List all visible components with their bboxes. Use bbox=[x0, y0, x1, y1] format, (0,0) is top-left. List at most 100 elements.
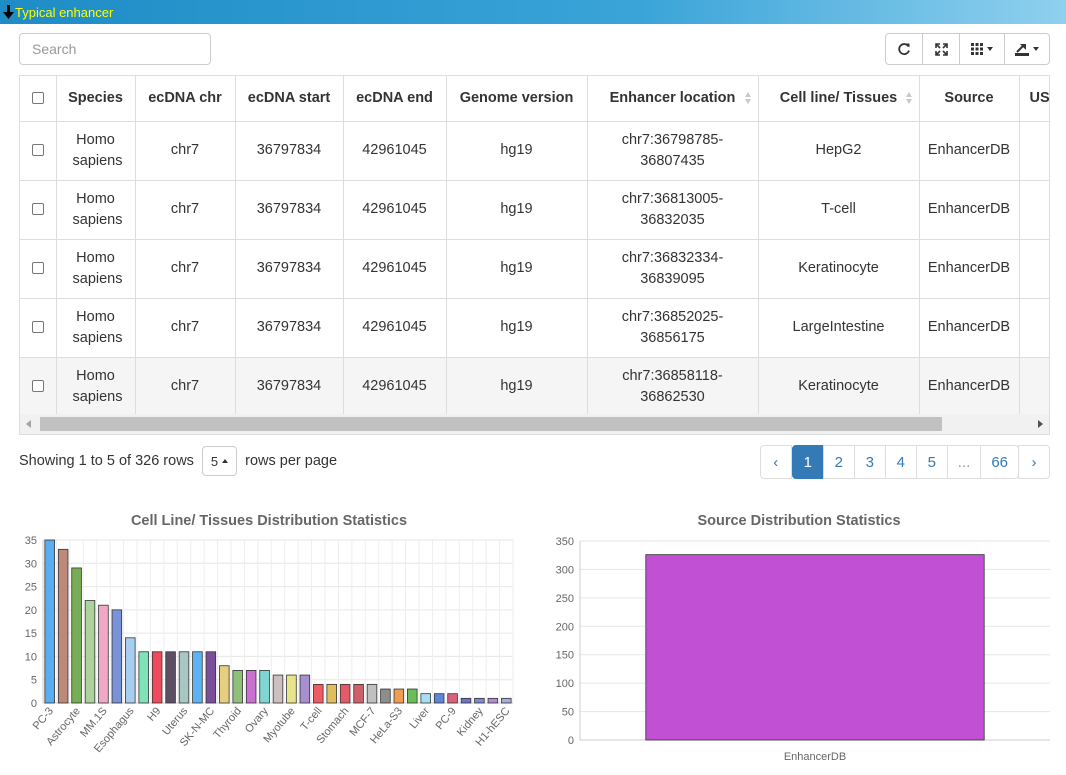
bar[interactable] bbox=[366, 683, 378, 704]
chevron-down-icon bbox=[1033, 47, 1039, 51]
y-tick-label: 100 bbox=[556, 678, 574, 690]
bar[interactable] bbox=[259, 669, 270, 704]
row-select-cell[interactable] bbox=[20, 298, 57, 358]
column-header-ecdna-start[interactable]: ecDNA start bbox=[235, 76, 344, 122]
cell-ecdna-chr: chr7 bbox=[135, 357, 236, 417]
column-header-source[interactable]: Source bbox=[919, 76, 1020, 122]
pagination: ‹ 1 2 3 4 5... 66 › bbox=[759, 445, 1050, 479]
bar[interactable] bbox=[111, 609, 123, 704]
bar[interactable] bbox=[57, 548, 69, 704]
scroll-left-icon[interactable] bbox=[26, 420, 31, 428]
export-button[interactable] bbox=[1004, 33, 1050, 65]
table-row[interactable]: Homo sapiens chr7 36797834 42961045 hg19 chr7… bbox=[20, 239, 1049, 299]
bar[interactable] bbox=[393, 688, 405, 704]
table-row[interactable]: Homo sapiens chr7 36797834 42961045 hg19 chr7… bbox=[20, 180, 1049, 240]
bar[interactable] bbox=[326, 683, 337, 704]
bar[interactable] bbox=[380, 688, 391, 704]
page-button[interactable]: 1 bbox=[791, 445, 824, 479]
cell-enhancer-location: chr7:36798785-36807435 bbox=[587, 121, 759, 181]
bar[interactable] bbox=[205, 651, 217, 704]
bar[interactable] bbox=[272, 674, 284, 704]
y-tick-label: 300 bbox=[556, 564, 574, 576]
bar[interactable] bbox=[353, 683, 364, 704]
horizontal-scrollbar[interactable] bbox=[20, 414, 1049, 434]
page-button[interactable]: 4 bbox=[884, 445, 917, 479]
table-row[interactable]: Homo sapiens chr7 36797834 42961045 hg19 chr7… bbox=[20, 121, 1049, 181]
scrollbar-thumb[interactable] bbox=[40, 417, 942, 431]
bar[interactable] bbox=[645, 554, 985, 741]
row-checkbox[interactable] bbox=[31, 262, 44, 275]
bar[interactable] bbox=[447, 693, 458, 704]
bar[interactable] bbox=[125, 637, 136, 704]
row-select-cell[interactable] bbox=[20, 357, 57, 417]
table-row[interactable]: Homo sapiens chr7 36797834 42961045 hg19 chr7… bbox=[20, 298, 1049, 358]
column-header-us[interactable]: US bbox=[1019, 76, 1049, 122]
bar[interactable] bbox=[71, 567, 82, 704]
y-tick-label: 200 bbox=[556, 621, 574, 633]
bar[interactable] bbox=[407, 688, 418, 704]
page-button[interactable]: 66 bbox=[980, 445, 1019, 479]
refresh-button[interactable] bbox=[885, 33, 923, 65]
bar[interactable] bbox=[219, 665, 230, 704]
bar[interactable] bbox=[245, 669, 257, 704]
page-size-dropdown[interactable]: 5 bbox=[201, 446, 238, 476]
bar[interactable] bbox=[44, 539, 55, 704]
column-header-enhancer-location[interactable]: Enhancer location bbox=[587, 76, 759, 122]
bar[interactable] bbox=[474, 697, 485, 704]
sort-icon[interactable] bbox=[744, 92, 752, 105]
cell-species: Homo sapiens bbox=[56, 239, 136, 299]
bar[interactable] bbox=[487, 697, 499, 704]
bar[interactable] bbox=[84, 600, 96, 704]
cell-ecdna-end: 42961045 bbox=[343, 298, 447, 358]
select-all-cell[interactable] bbox=[20, 76, 57, 122]
page-button[interactable]: 5 bbox=[915, 445, 948, 479]
column-header-ecdna-chr[interactable]: ecDNA chr bbox=[135, 76, 236, 122]
row-select-cell[interactable] bbox=[20, 121, 57, 181]
cell-source: EnhancerDB bbox=[919, 239, 1020, 299]
select-all-checkbox[interactable] bbox=[31, 92, 44, 105]
bar[interactable] bbox=[192, 651, 203, 704]
cell-line-chart-title: Cell Line/ Tissues Distribution Statisti… bbox=[130, 513, 408, 529]
next-page-button[interactable]: › bbox=[1018, 445, 1050, 479]
column-header-species[interactable]: Species bbox=[56, 76, 136, 122]
row-checkbox[interactable] bbox=[31, 144, 44, 157]
bar[interactable] bbox=[339, 683, 351, 704]
bar[interactable] bbox=[420, 693, 431, 704]
search-input[interactable] bbox=[19, 33, 211, 65]
x-tick-label: PC-9 bbox=[434, 705, 459, 732]
column-header-ecdna-end[interactable]: ecDNA end bbox=[343, 76, 447, 122]
page-button[interactable]: 3 bbox=[853, 445, 886, 479]
bar[interactable] bbox=[460, 697, 472, 704]
bar[interactable] bbox=[151, 651, 163, 704]
page-button[interactable]: 2 bbox=[822, 445, 855, 479]
row-select-cell[interactable] bbox=[20, 239, 57, 299]
bar[interactable] bbox=[313, 683, 324, 704]
column-header-cell-line[interactable]: Cell line/ Tissues bbox=[758, 76, 920, 122]
prev-page-button[interactable]: ‹ bbox=[759, 445, 792, 479]
row-checkbox[interactable] bbox=[31, 380, 44, 393]
cell-ecdna-chr: chr7 bbox=[135, 239, 236, 299]
bar[interactable] bbox=[232, 669, 243, 704]
cell-species: Homo sapiens bbox=[56, 357, 136, 417]
row-checkbox[interactable] bbox=[31, 321, 44, 334]
row-select-cell[interactable] bbox=[20, 180, 57, 240]
table-row[interactable]: Homo sapiens chr7 36797834 42961045 hg19 chr7… bbox=[20, 357, 1049, 417]
bar[interactable] bbox=[165, 651, 176, 704]
bar[interactable] bbox=[501, 697, 512, 704]
panel-titlebar[interactable]: Typical enhancer bbox=[0, 0, 1066, 24]
bar[interactable] bbox=[299, 674, 311, 704]
column-header-genome-version[interactable]: Genome version bbox=[446, 76, 588, 122]
bar[interactable] bbox=[178, 651, 190, 704]
x-tick-label: EnhancerDB bbox=[784, 751, 846, 763]
bar[interactable] bbox=[286, 674, 297, 704]
sort-icon[interactable] bbox=[905, 92, 913, 105]
bar[interactable] bbox=[433, 693, 445, 704]
bar[interactable] bbox=[98, 604, 109, 704]
cell-cell-line: T-cell bbox=[758, 180, 920, 240]
bar[interactable] bbox=[138, 651, 149, 704]
cell-us bbox=[1019, 357, 1049, 417]
fullscreen-button[interactable] bbox=[922, 33, 960, 65]
row-checkbox[interactable] bbox=[31, 203, 44, 216]
scroll-right-icon[interactable] bbox=[1038, 420, 1043, 428]
columns-toggle-button[interactable] bbox=[959, 33, 1005, 65]
